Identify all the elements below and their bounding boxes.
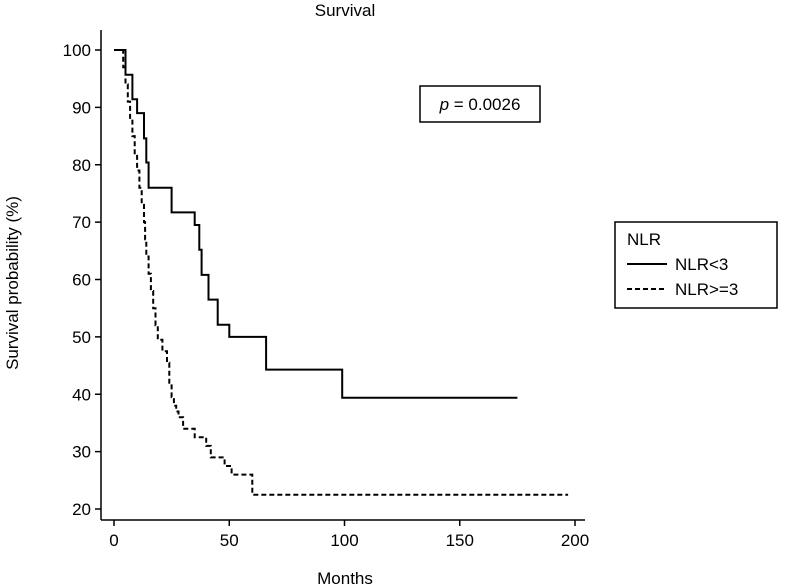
legend-label-nlr-lt-3: NLR<3 bbox=[675, 255, 728, 274]
x-tick-label: 100 bbox=[330, 531, 358, 550]
x-tick-label: 0 bbox=[109, 531, 118, 550]
y-tick-label: 60 bbox=[72, 271, 91, 290]
x-tick-label: 200 bbox=[561, 531, 589, 550]
series-group bbox=[114, 49, 569, 496]
y-axis-title: Survival probability (%) bbox=[3, 196, 22, 370]
x-tick-label: 50 bbox=[220, 531, 239, 550]
y-tick-label: 30 bbox=[72, 443, 91, 462]
y-tick-label: 20 bbox=[72, 500, 91, 519]
x-axis-title: Months bbox=[317, 569, 373, 587]
y-tick-label: 80 bbox=[72, 156, 91, 175]
y-tick-label: 40 bbox=[72, 385, 91, 404]
x-tick-label: 150 bbox=[446, 531, 474, 550]
p-label: p bbox=[439, 95, 449, 114]
legend-title: NLR bbox=[627, 230, 661, 249]
series-line-nlr-lt-3 bbox=[114, 49, 518, 399]
y-tick-label: 70 bbox=[72, 213, 91, 232]
p-value-box bbox=[419, 85, 541, 123]
axes bbox=[100, 30, 585, 521]
ticks: 20 30 40 50 60 70 80 90 100 0 50 100 150 200 bbox=[63, 41, 590, 550]
y-tick-label: 90 bbox=[72, 98, 91, 117]
legend: NLR NLR<3 NLR>=3 bbox=[614, 221, 778, 309]
y-tick-label: 100 bbox=[63, 41, 91, 60]
p-value-annotation: p = 0.0026 bbox=[419, 85, 541, 123]
legend-label-nlr-ge-3: NLR>=3 bbox=[675, 280, 738, 299]
chart-title: Survival bbox=[315, 1, 375, 20]
p-value: = 0.0026 bbox=[454, 95, 521, 114]
series-line-nlr-ge-3 bbox=[114, 49, 569, 496]
y-tick-label: 50 bbox=[72, 328, 91, 347]
p-value-text: p = 0.0026 bbox=[439, 95, 521, 114]
